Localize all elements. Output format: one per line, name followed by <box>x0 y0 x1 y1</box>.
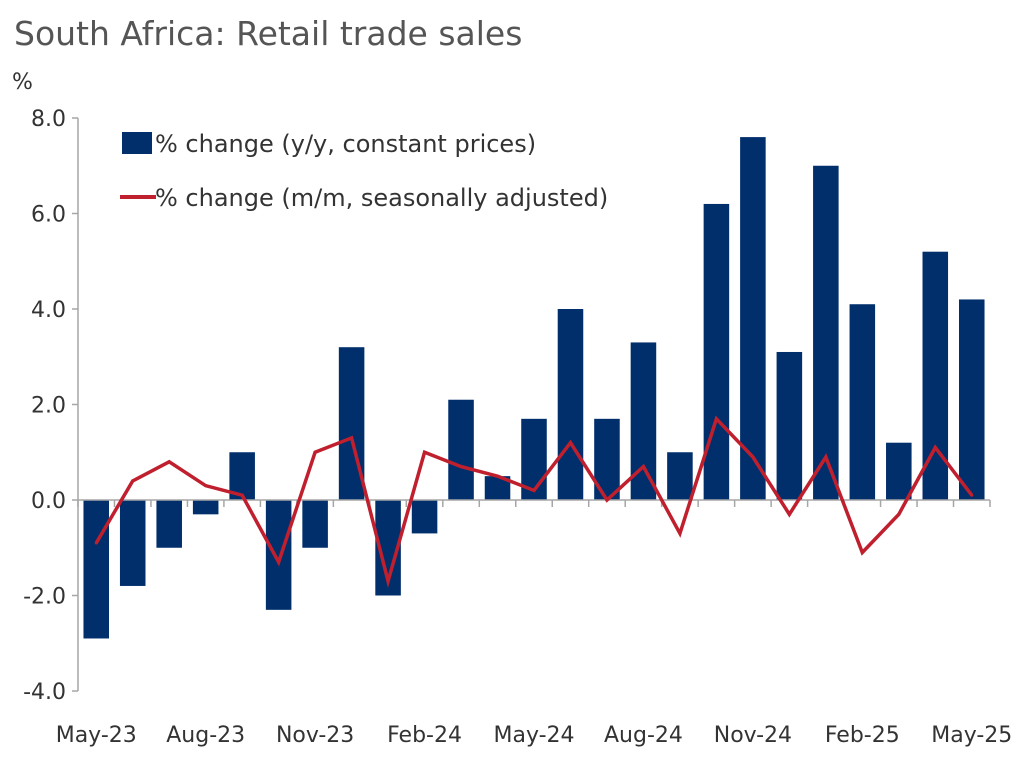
bar <box>886 442 912 500</box>
line-point <box>240 493 244 497</box>
y-tick-label: 2.0 <box>31 394 66 419</box>
x-tick-label: Feb-24 <box>387 723 462 748</box>
bar <box>776 351 803 500</box>
line-point <box>824 455 828 459</box>
line-series-group <box>94 415 974 588</box>
line-point <box>94 541 98 545</box>
line-point <box>787 512 791 516</box>
bar <box>302 500 328 548</box>
x-tick-label: Feb-25 <box>825 723 900 748</box>
bar <box>265 500 292 610</box>
line-point <box>568 441 572 445</box>
x-tick-label: May-25 <box>931 723 1012 748</box>
chart-title: South Africa: Retail trade sales <box>14 14 523 53</box>
bar <box>849 304 876 500</box>
legend: % change (y/y, constant prices) % change … <box>120 130 608 212</box>
line-point <box>423 450 427 454</box>
x-tick-label: Nov-23 <box>276 723 354 748</box>
y-tick-label: -4.0 <box>23 680 66 705</box>
x-tick-label: Nov-24 <box>714 723 792 748</box>
x-tick-label: Aug-24 <box>604 723 683 748</box>
bar <box>703 203 730 500</box>
bar <box>411 500 438 534</box>
x-tick-label: May-23 <box>56 723 137 748</box>
line-point <box>970 493 974 497</box>
line-point <box>751 455 755 459</box>
legend-swatch-bar <box>122 132 152 154</box>
line-point <box>167 460 171 464</box>
line-point <box>204 484 208 488</box>
line-point <box>678 531 682 535</box>
axes-group: -4.0 -2.0 0.0 2.0 4.0 6.0 8.0 May-23 Aug-23 Nov-2… <box>23 107 1012 748</box>
bar <box>156 500 182 548</box>
bar-series-group <box>83 137 985 639</box>
legend-label-line: % change (m/m, seasonally adjusted) <box>155 184 608 212</box>
line-point <box>313 450 317 454</box>
line-point <box>532 488 536 492</box>
line-point <box>459 465 463 469</box>
line-point <box>386 579 390 583</box>
bar <box>557 309 584 500</box>
bar <box>667 452 693 500</box>
line-point <box>605 498 609 502</box>
line-point <box>277 560 281 564</box>
bar <box>119 500 146 586</box>
y-tick-label: -2.0 <box>23 585 66 610</box>
bar <box>740 137 766 500</box>
x-tick-label: May-24 <box>493 723 574 748</box>
y-tick-label: 0.0 <box>31 489 66 514</box>
x-tick-label: Aug-23 <box>166 723 245 748</box>
line-point <box>131 479 135 483</box>
line-point <box>933 445 937 449</box>
bar <box>83 500 110 639</box>
legend-label-bar: % change (y/y, constant prices) <box>155 130 536 158</box>
y-axis-unit-label: % <box>12 70 33 95</box>
line-point <box>641 465 645 469</box>
bar <box>958 299 985 500</box>
y-tick-label: 6.0 <box>31 203 66 228</box>
y-tick-label: 4.0 <box>31 298 66 323</box>
y-tick-label: 8.0 <box>31 107 66 132</box>
bar <box>448 399 474 500</box>
bar <box>813 165 839 500</box>
bar <box>192 500 219 515</box>
bar <box>484 476 511 501</box>
line-point <box>897 512 901 516</box>
line-point <box>350 436 354 440</box>
line-point <box>714 417 718 421</box>
line-point <box>496 474 500 478</box>
line-point <box>860 551 864 555</box>
